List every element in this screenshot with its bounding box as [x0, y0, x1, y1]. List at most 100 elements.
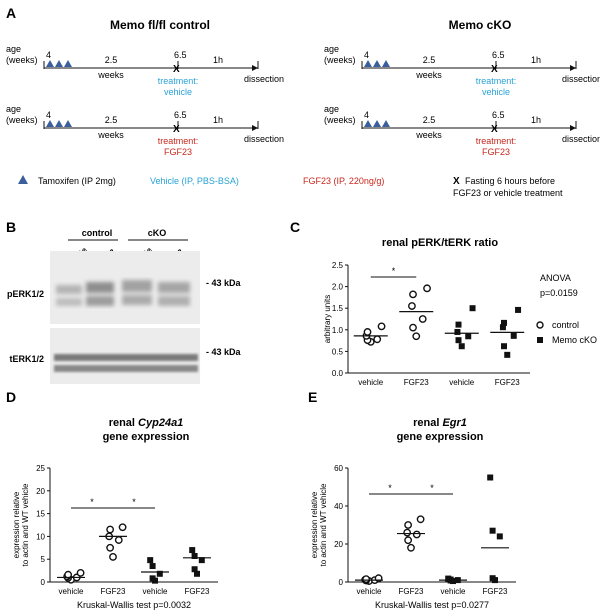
data-point-cko [469, 305, 476, 312]
y-axis-label-line-1: expression relative [310, 491, 319, 558]
tamoxifen-triangle-icon [46, 60, 54, 67]
duration-unit: weeks [415, 130, 442, 140]
x-tick-label: FGF23 [404, 378, 429, 387]
chart-footer: Kruskal-Wallis test p=0.0277 [375, 600, 489, 610]
end-age-label: 6.5 [492, 50, 505, 60]
panel-a-right-title: Memo cKO [449, 18, 512, 32]
end-age-label: 6.5 [174, 50, 187, 60]
timeline-right-fgf23: age(weeks) 4 2.5 weeks 6.5 X 1h dissection treat… [324, 104, 600, 157]
timelines: age(weeks) 4 2.5weeks6.5X1hdissectiontreat… [6, 44, 600, 157]
start-age-label: 4 [364, 50, 369, 60]
age-label: age [6, 104, 21, 114]
x-tick-label: FGF23 [101, 587, 126, 596]
tERK-bands [54, 354, 198, 372]
y-tick-label: 20 [334, 540, 343, 549]
chart-title-line-1: renal Cyp24a1 [109, 417, 184, 429]
pERK-bands [56, 280, 190, 306]
data-point-control [409, 290, 417, 299]
panel-e-letter: E [308, 389, 317, 405]
x-tick-label: vehicle [358, 378, 383, 387]
y-tick-label: 2.5 [332, 261, 344, 270]
panel-a-left-title: Memo fl/fl control [110, 18, 210, 32]
data-point-cko [455, 321, 462, 328]
legend-control-marker-icon [536, 321, 544, 329]
legend-control-label: control [552, 320, 579, 330]
wait-label: 1h [213, 115, 223, 125]
timeline-right-vehicle: age(weeks) 4 2.5 weeks 6.5 X 1h dissection treat… [324, 44, 600, 97]
chart-egr1: renal Egr1 gene expression 0 20 40 60 expressi… [310, 417, 516, 610]
data-point-cko [147, 557, 154, 564]
y-tick-label: 5 [41, 555, 46, 564]
duration-value: 2.5 [423, 115, 436, 125]
age-unit-label: (weeks) [324, 115, 356, 125]
y-tick-label: 0.5 [332, 347, 344, 356]
x-tick-label: vehicle [441, 587, 466, 596]
data-point-cko [454, 328, 461, 335]
timeline-left-vehicle: age(weeks) 4 2.5 weeks 6.5 X 1h dissection treat… [6, 44, 284, 97]
data-point-control [377, 322, 386, 331]
tamoxifen-triangle-icon [55, 60, 63, 67]
age-label: age [324, 44, 339, 54]
data-point-cko [189, 547, 196, 554]
chart-c-anova-label: ANOVA [540, 273, 571, 283]
y-tick-label: 15 [36, 510, 45, 519]
data-point-cko [458, 343, 465, 350]
data-point-control [412, 530, 421, 539]
significance-star: * [132, 497, 136, 507]
significance-star: * [90, 497, 94, 507]
tamoxifen-triangle-icon [382, 120, 390, 127]
y-tick-label: 10 [36, 532, 45, 541]
x-tick-label: FGF23 [495, 378, 520, 387]
blot-marker-2: - 43 kDa [206, 347, 242, 357]
y-tick-label: 1.5 [332, 304, 344, 313]
y-axis-label: arbitrary units [323, 295, 332, 343]
data-point-control [408, 302, 416, 310]
y-tick-label: 0 [339, 578, 344, 587]
data-point-control [404, 521, 413, 529]
y-tick-label: 40 [334, 502, 343, 511]
data-point-cko [156, 570, 163, 577]
chart-footer: Kruskal-Wallis test p=0.0032 [77, 600, 191, 610]
x-tick-label: FGF23 [399, 587, 424, 596]
wait-label: 1h [531, 115, 541, 125]
y-tick-label: 1.0 [332, 326, 344, 335]
data-point-cko [465, 333, 472, 340]
dissection-label: dissection [562, 134, 600, 144]
x-tick-label: vehicle [449, 378, 474, 387]
data-point-cko [198, 557, 205, 564]
fasting-marker-icon: X [173, 64, 180, 75]
data-point-cko [501, 343, 508, 350]
duration-value: 2.5 [105, 55, 118, 65]
chart-title-line-2: gene expression [103, 431, 190, 443]
treatment-name: FGF23 [164, 147, 192, 157]
panel-b-letter: B [6, 219, 16, 235]
y-axis-label-line-2: to actin and WT vehicle [21, 483, 30, 567]
data-point-control [118, 523, 127, 532]
start-age-label: 4 [46, 50, 51, 60]
age-unit-label: (weeks) [6, 115, 38, 125]
significance-star: * [388, 483, 392, 493]
y-tick-label: 0.0 [332, 369, 344, 378]
data-point-cko [149, 563, 156, 570]
blot-group-control: control [82, 228, 113, 238]
treatment-name: vehicle [164, 87, 192, 97]
treatment-name: vehicle [482, 87, 510, 97]
chart-c-anova-p: p=0.0159 [540, 288, 578, 298]
legend-cko-marker-icon [537, 337, 543, 343]
fasting-marker-icon: X [173, 124, 180, 135]
treatment-prefix: treatment: [476, 136, 517, 146]
data-point-control [403, 528, 412, 537]
chart-cyp24a1: renal Cyp24a1 gene expression 0 5 10 15 20 25 ex… [12, 417, 218, 610]
data-point-cko [489, 575, 496, 582]
age-unit-label: (weeks) [6, 55, 38, 65]
tamoxifen-triangle-icon [382, 60, 390, 67]
tamoxifen-triangle-icon [373, 120, 381, 127]
legend-vehicle: Vehicle (IP, PBS-BSA) [150, 176, 239, 186]
tamoxifen-triangle-icon [364, 60, 372, 67]
dissection-label: dissection [244, 74, 284, 84]
panel-d-letter: D [6, 389, 16, 405]
wait-label: 1h [213, 55, 223, 65]
age-label: age [324, 104, 339, 114]
x-tick-label: FGF23 [483, 587, 508, 596]
